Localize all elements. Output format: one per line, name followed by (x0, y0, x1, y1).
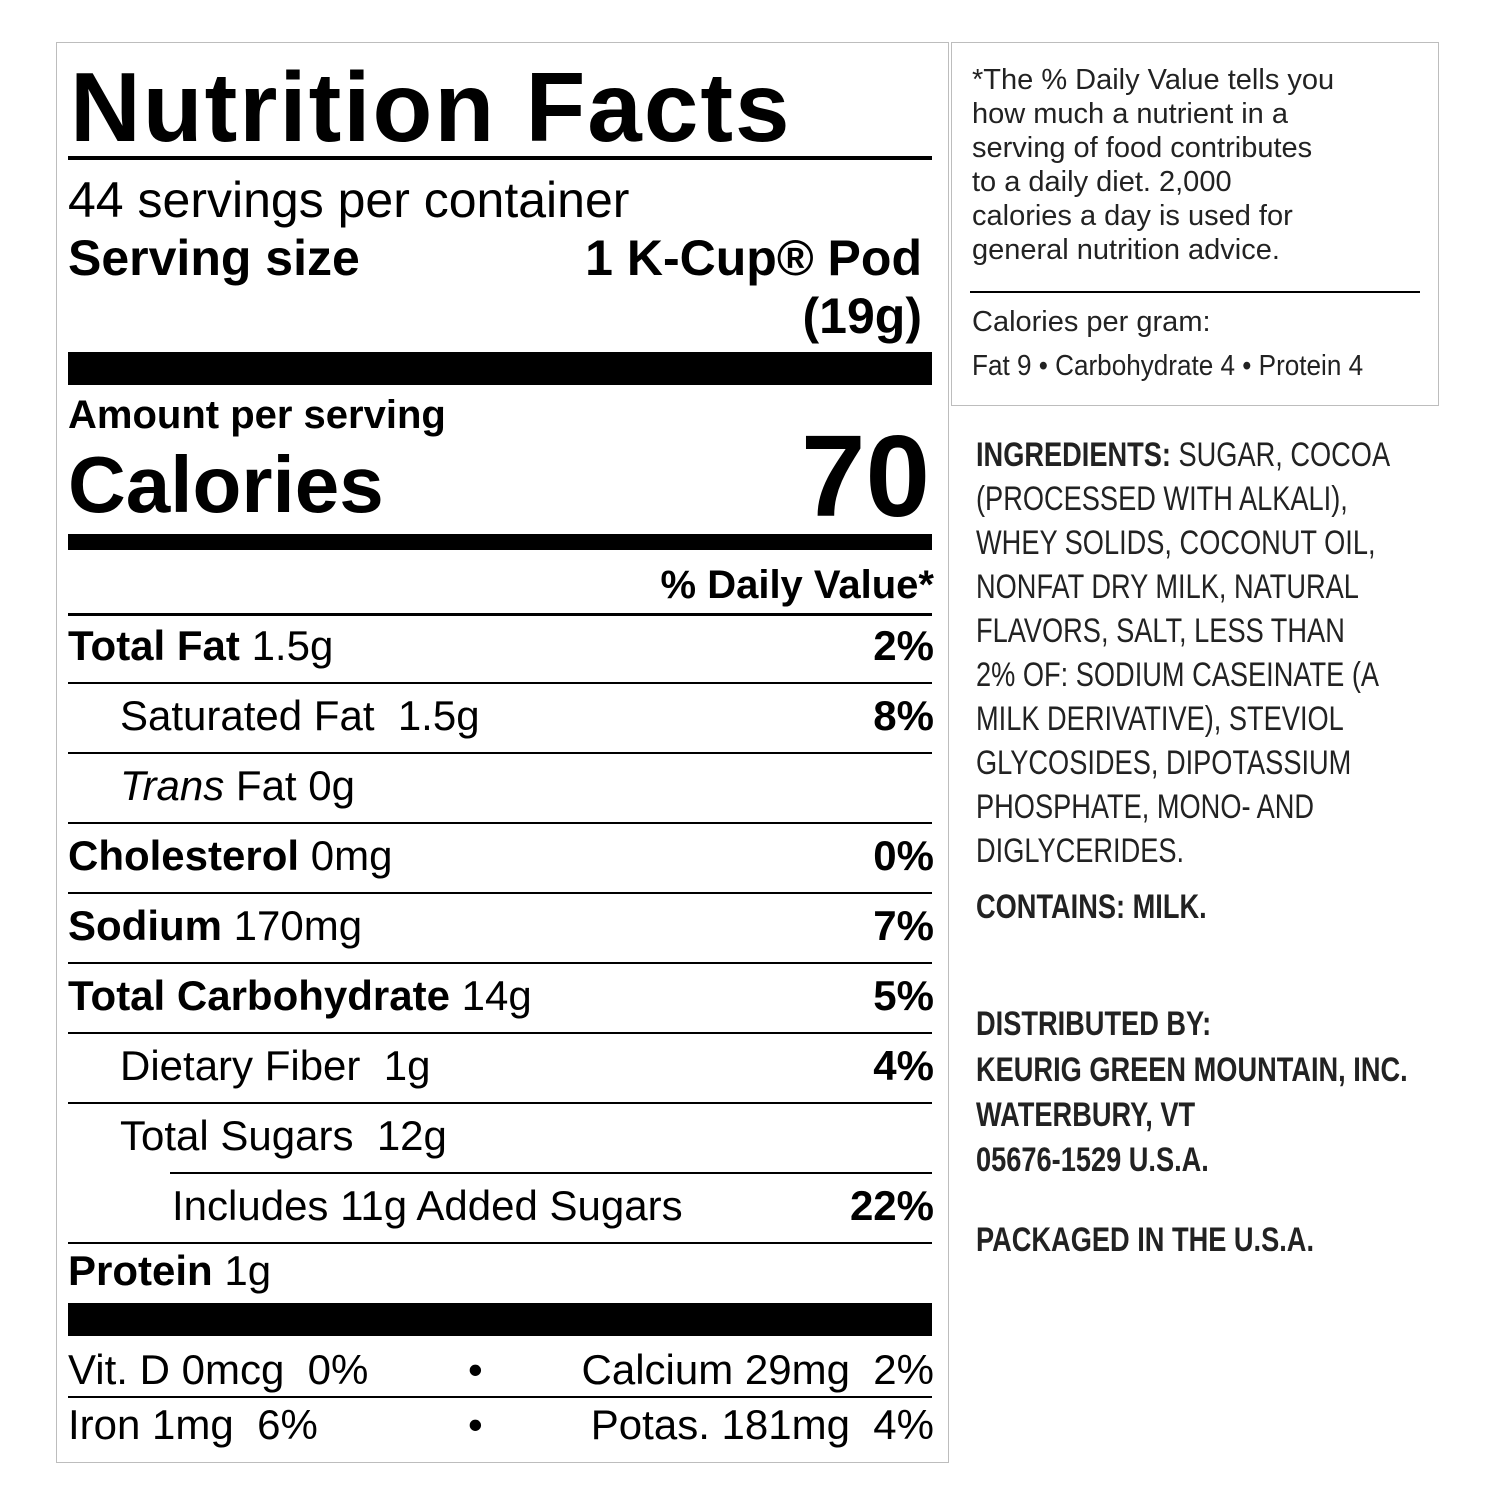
ingredients-line: FLAVORS, SALT, LESS THAN (976, 612, 1345, 650)
footnote-line: general nutrition advice. (972, 234, 1280, 266)
serving-size-label: Serving size (68, 230, 360, 286)
calories-per-gram-label: Calories per gram: (972, 306, 1211, 338)
nutrient-name: Includes 11g Added Sugars (172, 1182, 683, 1229)
divider (68, 962, 932, 964)
nutrient-dv: 2% (873, 622, 934, 669)
ingredients-line: DIGLYCERIDES. (976, 832, 1185, 870)
servings-per-container: 44 servings per container (68, 172, 630, 228)
calories-value: 70 (800, 411, 930, 541)
vitamin-right: Potas. 181mg 4% (590, 1401, 934, 1448)
ingredients-line: MILK DERIVATIVE), STEVIOL (976, 700, 1344, 738)
thick-divider (68, 352, 932, 385)
footnote-line: how much a nutrient in a (972, 98, 1288, 130)
nutrient-amount: 1g (224, 1247, 272, 1294)
divider (68, 682, 932, 684)
ingredients-label: INGREDIENTS: (976, 436, 1171, 474)
nutrient-name-suffix: Fat (235, 762, 297, 809)
medium-divider (68, 534, 932, 550)
nutrient-dv: 22% (849, 1182, 934, 1229)
nutrient-row-protein: Protein 1g (68, 1246, 934, 1296)
divider (970, 291, 1420, 293)
separator-dot: • (468, 1346, 483, 1393)
calories-label: Calories (68, 440, 384, 529)
vitamin-right: Calcium 29mg 2% (581, 1346, 934, 1393)
divider (68, 822, 932, 824)
ingredients-line: GLYCOSIDES, DIPOTASSIUM (976, 744, 1352, 782)
distributor-line: KEURIG GREEN MOUNTAIN, INC. (976, 1051, 1408, 1089)
nutrient-row-added-sugars: Includes 11g Added Sugars 22% (68, 1181, 934, 1231)
distributor-line: DISTRIBUTED BY: (976, 1005, 1212, 1043)
serving-size-value: 1 K-Cup® Pod (585, 230, 922, 286)
distributor-line: WATERBURY, VT (976, 1096, 1196, 1134)
divider (170, 1172, 932, 1174)
ingredients-text: SUGAR, COCOA (1170, 436, 1391, 474)
nutrient-row-cholesterol: Cholesterol 0mg 0% (68, 831, 934, 881)
nutrient-name: Dietary Fiber (120, 1042, 361, 1089)
divider (68, 1242, 932, 1244)
nutrition-facts-panel (56, 42, 949, 1463)
daily-value-header: % Daily Value* (660, 563, 934, 607)
vitamin-row: Iron 1mg 6% • Potas. 181mg 4% (68, 1400, 934, 1450)
divider (68, 156, 932, 160)
ingredients-line: 2% OF: SODIUM CASEINATE (A (976, 656, 1380, 694)
nutrient-row-total-fat: Total Fat 1.5g 2% (68, 621, 934, 671)
amount-per-serving: Amount per serving (68, 393, 446, 437)
packaged-in: PACKAGED IN THE U.S.A. (976, 1221, 1315, 1259)
nutrient-dv: 5% (873, 972, 934, 1019)
nutrient-dv: 4% (873, 1042, 934, 1089)
nutrient-row-saturated-fat: Saturated Fat 1.5g 8% (68, 691, 934, 741)
divider (68, 752, 932, 754)
contains-allergens: CONTAINS: MILK. (976, 888, 1207, 926)
vitamin-left: Vit. D 0mcg 0% (68, 1346, 369, 1393)
divider (68, 1102, 932, 1104)
calories-per-gram-values: Fat 9 • Carbohydrate 4 • Protein 4 (972, 350, 1364, 382)
nutrient-name: Sodium (68, 902, 222, 949)
divider (68, 892, 932, 894)
footnote-line: *The % Daily Value tells you (972, 64, 1335, 96)
nutrient-amount: 1.5g (251, 622, 334, 669)
distributor-line: 05676-1529 U.S.A. (976, 1141, 1209, 1179)
nutrient-row-sodium: Sodium 170mg 7% (68, 901, 934, 951)
nutrient-row-dietary-fiber: Dietary Fiber 1g 4% (68, 1041, 934, 1091)
divider (68, 1032, 932, 1034)
nutrient-amount: 0g (308, 762, 355, 809)
thick-divider (68, 1303, 932, 1336)
ingredients-line: (PROCESSED WITH ALKALI), (976, 480, 1348, 518)
footnote-box (951, 42, 1439, 406)
divider (68, 613, 932, 616)
divider (68, 1396, 932, 1398)
label-title: Nutrition Facts (70, 52, 792, 162)
ingredients-line: INGREDIENTS: SUGAR, COCOA (976, 435, 1390, 475)
vitamin-row: Vit. D 0mcg 0% • Calcium 29mg 2% (68, 1345, 934, 1395)
nutrient-row-total-sugars: Total Sugars 12g (68, 1111, 934, 1161)
nutrient-row-trans-fat: Trans Fat 0g (68, 761, 934, 811)
nutrient-dv: 7% (873, 902, 934, 949)
nutrient-name: Protein (68, 1247, 213, 1294)
nutrient-dv: 0% (873, 832, 934, 879)
nutrient-amount: 1.5g (397, 692, 480, 739)
footnote-line: calories a day is used for (972, 200, 1293, 232)
nutrient-row-total-carbohydrate: Total Carbohydrate 14g 5% (68, 971, 934, 1021)
nutrient-amount: 1g (383, 1042, 431, 1089)
nutrient-name: Saturated Fat (120, 692, 375, 739)
ingredients-line: NONFAT DRY MILK, NATURAL (976, 568, 1359, 606)
ingredients-line: PHOSPHATE, MONO- AND (976, 788, 1315, 826)
nutrient-name: Cholesterol (68, 832, 300, 879)
nutrient-name: Total Fat (68, 622, 240, 669)
footnote-line: to a daily diet. 2,000 (972, 166, 1232, 198)
nutrient-dv: 8% (873, 692, 934, 739)
nutrient-amount: 170mg (233, 902, 363, 949)
nutrient-amount: 0mg (310, 832, 393, 879)
nutrient-name: Trans (120, 762, 225, 809)
nutrient-name: Total Sugars (120, 1112, 354, 1159)
nutrient-name: Total Carbohydrate (68, 972, 450, 1019)
vitamin-left: Iron 1mg 6% (68, 1401, 318, 1448)
serving-size-weight: (19g) (802, 288, 922, 344)
footnote-line: serving of food contributes (972, 132, 1313, 164)
nutrient-amount: 12g (376, 1112, 447, 1159)
separator-dot: • (468, 1401, 483, 1448)
nutrient-amount: 14g (461, 972, 532, 1019)
ingredients-line: WHEY SOLIDS, COCONUT OIL, (976, 524, 1376, 562)
